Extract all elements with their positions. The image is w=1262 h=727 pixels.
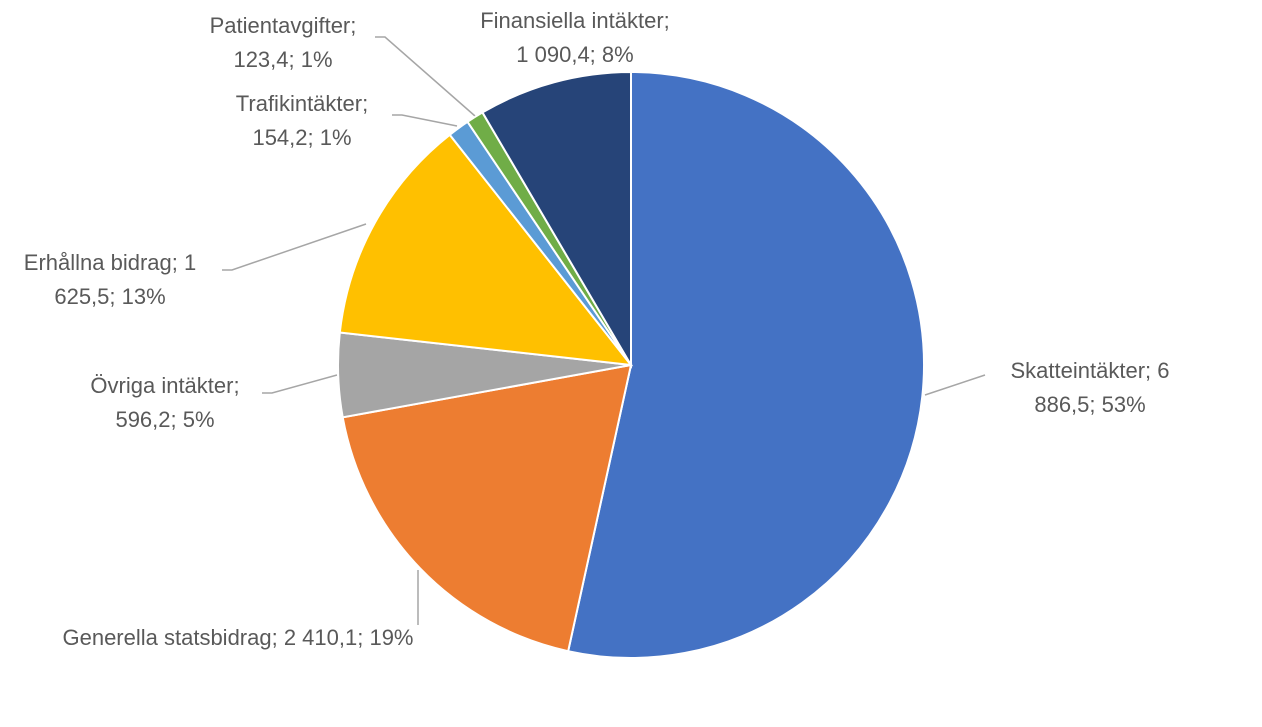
pie-slice [338,133,634,367]
leader-line [222,223,367,271]
leader-line [375,36,476,117]
pie-slice [566,70,925,659]
data-label: Finansiella intäkter; [480,8,670,33]
data-label: 154,2; 1% [252,125,351,150]
data-label: 886,5; 53% [1034,392,1145,417]
data-label: Skatteintäkter; 6 [1011,358,1170,383]
data-label: 1 090,4; 8% [516,42,633,67]
leader-line [392,114,458,127]
data-label: Trafikintäkter; [236,91,368,116]
leader-line [262,374,338,394]
data-label: 625,5; 13% [54,284,165,309]
data-label: Erhållna bidrag; 1 [24,250,196,275]
data-label: 123,4; 1% [233,47,332,72]
pie-slice [481,70,632,369]
data-label: 596,2; 5% [115,407,214,432]
data-label: Patientavgifter; [210,13,357,38]
data-label: Generella statsbidrag; 2 410,1; 19% [62,625,413,650]
leader-line [924,374,986,396]
data-label: Övriga intäkter; [90,373,239,398]
pie-slice [341,363,633,653]
